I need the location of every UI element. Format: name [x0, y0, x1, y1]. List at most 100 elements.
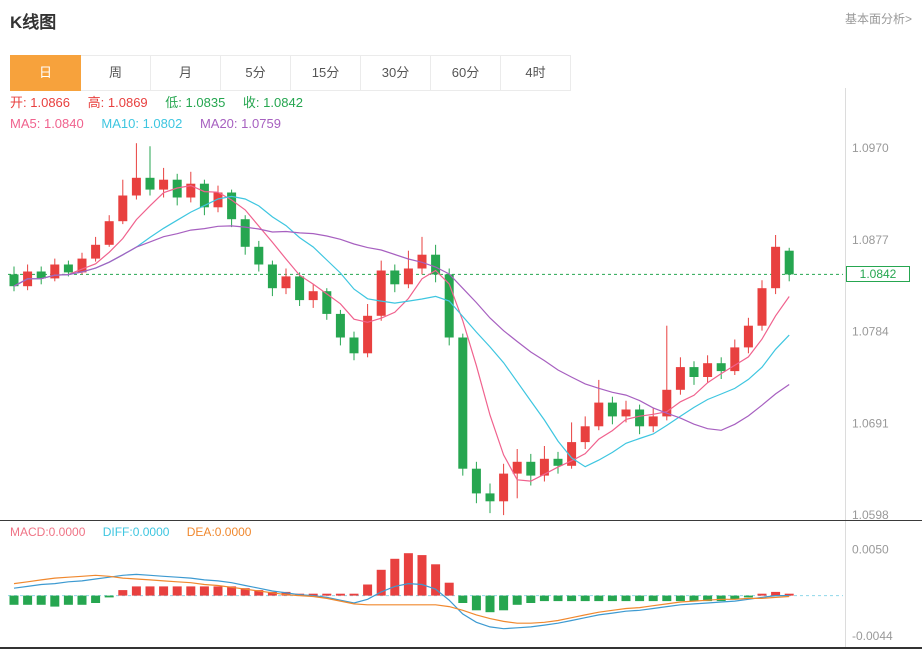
macd-histogram-bar	[648, 595, 658, 602]
candle-body	[50, 264, 60, 279]
candle-body	[267, 264, 277, 289]
candle-body	[567, 442, 577, 466]
candle-body	[363, 315, 373, 354]
candle-body	[91, 244, 101, 259]
candle-body	[485, 493, 495, 502]
macd-histogram-bar	[349, 593, 359, 596]
candle-body	[444, 274, 454, 338]
candle-body	[512, 461, 522, 474]
macd-histogram-bar	[431, 564, 441, 596]
candle-body	[322, 291, 332, 314]
macd-histogram-bar	[594, 595, 604, 602]
candle-body	[159, 179, 169, 190]
candle-body	[607, 402, 617, 417]
candle-body	[675, 367, 685, 390]
tab-15min[interactable]: 15分	[291, 55, 361, 91]
macd-histogram-bar	[159, 586, 169, 596]
macd-axis-label: -0.0044	[852, 629, 893, 643]
candle-body	[376, 270, 386, 316]
macd-histogram-bar	[716, 595, 726, 602]
macd-chart[interactable]: 0.0050 -0.0044	[0, 521, 922, 649]
candle-body	[526, 461, 536, 476]
candle-body	[771, 246, 781, 289]
macd-histogram-bar	[131, 586, 141, 596]
candle-body	[308, 291, 318, 301]
candle-body	[349, 337, 359, 354]
macd-histogram-bar	[36, 595, 46, 605]
candle-body	[499, 473, 509, 502]
price-axis-label: 1.0691	[852, 416, 889, 430]
macd-histogram-bar	[335, 593, 345, 596]
macd-histogram-bar	[757, 593, 767, 596]
diff-line	[13, 573, 790, 630]
candle-body	[227, 192, 237, 220]
ma20-line	[13, 225, 790, 431]
page-title: K线图	[10, 13, 57, 32]
current-price-tag: 1.0842	[846, 266, 910, 283]
macd-histogram-bar	[172, 586, 182, 596]
candle-body	[77, 258, 87, 273]
macd-histogram-bar	[635, 595, 645, 602]
macd-histogram-bar	[104, 595, 114, 598]
bottom-border	[0, 647, 922, 649]
tab-week[interactable]: 周	[81, 55, 151, 91]
candle-body	[635, 409, 645, 427]
candle-body	[63, 264, 73, 273]
candle-body	[213, 192, 223, 208]
candle-body	[648, 416, 658, 427]
macd-histogram-bar	[675, 595, 685, 602]
macd-histogram-bar	[662, 595, 672, 602]
tab-4hour[interactable]: 4时	[501, 55, 571, 91]
tab-day[interactable]: 日	[10, 55, 81, 91]
macd-histogram-bar	[512, 595, 522, 605]
candle-body	[689, 367, 699, 377]
macd-histogram-bar	[526, 595, 536, 603]
candle-body	[784, 250, 794, 275]
macd-histogram-bar	[281, 591, 291, 596]
candle-body	[458, 337, 468, 469]
macd-histogram-bar	[363, 584, 373, 596]
candle-body	[240, 219, 250, 247]
macd-histogram-bar	[390, 558, 400, 596]
candlestick-chart[interactable]: 1.0970 1.0877 1.0784 1.0691 1.0598	[0, 88, 922, 520]
macd-histogram-bar	[308, 593, 318, 596]
candle-body	[417, 254, 427, 269]
macd-histogram-bar	[91, 595, 101, 603]
macd-histogram-bar	[145, 586, 155, 596]
candle-body	[335, 313, 345, 338]
ma10-line	[13, 195, 790, 468]
candle-body	[295, 276, 305, 301]
macd-histogram-bar	[63, 595, 73, 605]
candle-body	[743, 325, 753, 348]
macd-histogram-bar	[77, 595, 87, 605]
macd-histogram-bar	[403, 553, 413, 596]
macd-histogram-bar	[186, 586, 196, 596]
tab-60min[interactable]: 60分	[431, 55, 501, 91]
tab-month[interactable]: 月	[151, 55, 221, 91]
macd-histogram-bar	[580, 595, 590, 602]
macd-histogram-bar	[553, 595, 563, 602]
candle-body	[403, 268, 413, 285]
candle-body	[254, 246, 264, 265]
tab-30min[interactable]: 30分	[361, 55, 431, 91]
macd-histogram-bar	[485, 595, 495, 613]
macd-panel: 0.0050 -0.0044 MACD:0.0000 DIFF:0.0000 DE…	[0, 520, 922, 649]
macd-histogram-bar	[227, 586, 237, 596]
macd-histogram-bar	[118, 590, 128, 596]
fundamental-analysis-link[interactable]: 基本面分析>	[844, 12, 912, 26]
price-axis-label: 1.0598	[852, 508, 889, 520]
candle-body	[145, 177, 155, 190]
macd-histogram-bar	[471, 595, 481, 611]
tab-5min[interactable]: 5分	[221, 55, 291, 91]
candle-body	[621, 409, 631, 417]
macd-histogram-bar	[730, 595, 740, 600]
dea-line	[13, 574, 790, 624]
candle-body	[716, 363, 726, 372]
candle-body	[471, 468, 481, 494]
main-chart-panel: 1.0970 1.0877 1.0784 1.0691 1.0598 开: 1.0866…	[0, 88, 922, 520]
timeframe-tabs: 日 周 月 5分 15分 30分 60分 4时	[10, 55, 571, 91]
macd-histogram-bar	[199, 586, 209, 596]
ma5-line	[13, 184, 790, 482]
price-axis-label: 1.0784	[852, 325, 889, 339]
